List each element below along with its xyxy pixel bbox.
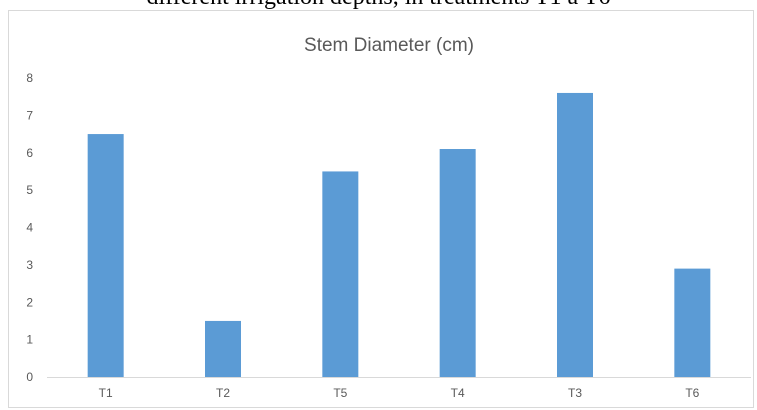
x-tick-label: T2	[216, 386, 230, 400]
y-tick-label: 2	[26, 295, 33, 309]
x-tick-label: T6	[685, 386, 699, 400]
y-tick-label: 3	[26, 258, 33, 272]
x-axis-labels: T1 T2 T5 T4 T3 T6	[99, 386, 700, 400]
y-axis-labels: 0 1 2 3 4 5 6 7 8	[26, 71, 33, 384]
x-tick-label: T4	[451, 386, 465, 400]
bar-t1	[87, 134, 124, 377]
figure-caption: different irrigation depths, in treatmen…	[0, 0, 757, 11]
y-tick-label: 8	[26, 71, 33, 85]
y-tick-label: 7	[26, 108, 33, 122]
y-tick-label: 0	[26, 370, 33, 384]
x-tick-label: T3	[568, 386, 582, 400]
bar-t3	[557, 92, 593, 377]
chart-title: Stem Diameter (cm)	[304, 35, 474, 56]
y-tick-label: 6	[26, 146, 33, 160]
bar-t4	[439, 149, 476, 377]
x-tick-label: T1	[99, 386, 113, 400]
bar-t2	[205, 320, 241, 377]
bar-t6	[674, 268, 711, 377]
bar-t5	[322, 171, 359, 377]
x-tick-label: T5	[333, 386, 347, 400]
y-tick-label: 1	[26, 333, 33, 347]
y-tick-label: 4	[26, 221, 33, 235]
bars	[87, 92, 711, 377]
y-tick-label: 5	[26, 183, 33, 197]
